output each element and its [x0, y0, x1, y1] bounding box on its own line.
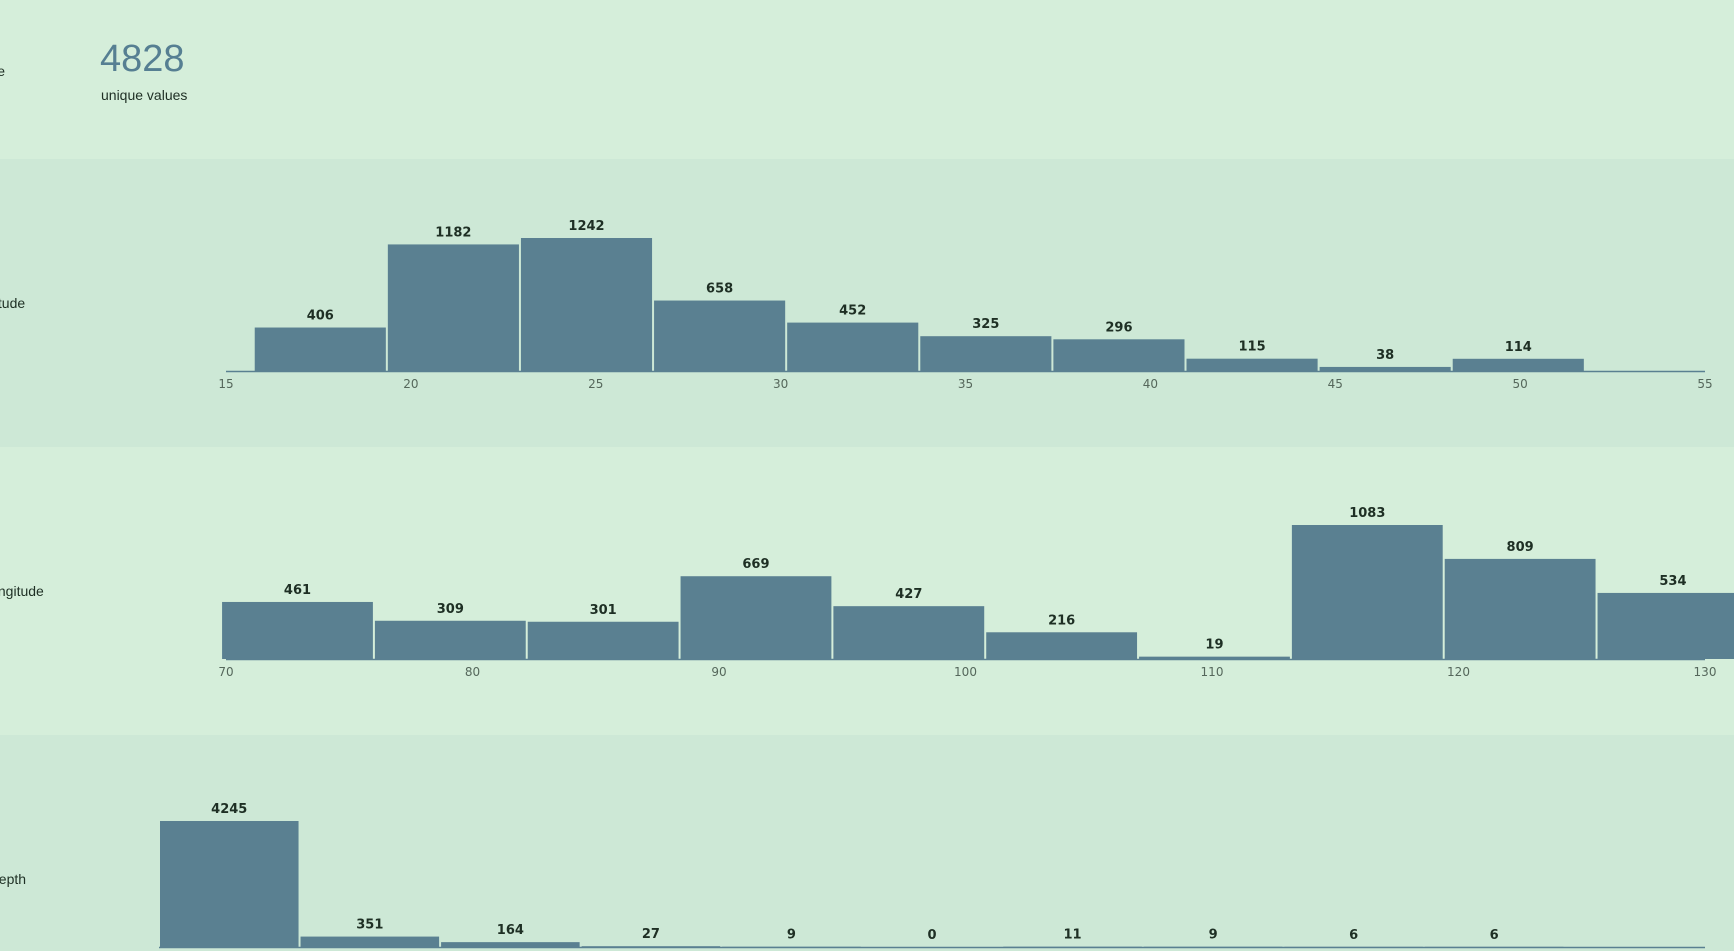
depth-bar[interactable]	[441, 942, 580, 947]
latitude-bar[interactable]	[1053, 339, 1185, 371]
latitude-tick-label: 40	[1143, 377, 1158, 391]
latitude-bar-label: 38	[1376, 348, 1394, 363]
longitude-bar-label: 809	[1507, 540, 1534, 555]
longitude-bar[interactable]	[1291, 525, 1443, 659]
latitude-bar-label: 325	[972, 317, 999, 332]
depth-bar-label: 6	[1490, 928, 1499, 943]
field-label-longitude: longitude	[0, 583, 44, 599]
latitude-bar[interactable]	[787, 322, 919, 371]
unique-count: 4828	[100, 38, 185, 80]
depth-histogram: 4245 351 164 27 9 0 11 9 6 6	[159, 802, 1705, 949]
field-row-latitude: latitude 406 1182 1242 658 452 325 296 115 38 114…	[0, 159, 1734, 447]
latitude-tick-label: 45	[1328, 377, 1343, 391]
longitude-bar[interactable]	[1597, 592, 1734, 659]
longitude-tick-label: 90	[711, 665, 726, 679]
depth-bar[interactable]	[160, 821, 299, 947]
latitude-bar-label: 1242	[568, 219, 604, 234]
depth-bar-label: 351	[356, 918, 383, 933]
longitude-tick-label: 80	[465, 665, 480, 679]
latitude-bar-label: 115	[1238, 340, 1265, 355]
depth-bar-label: 164	[497, 923, 524, 938]
depth-bar-label: 9	[1209, 928, 1218, 943]
longitude-bar[interactable]	[680, 576, 832, 659]
field-label-latitude: latitude	[0, 295, 26, 311]
latitude-bar[interactable]	[387, 244, 519, 371]
latitude-tick-label: 20	[403, 377, 418, 391]
longitude-bar-label: 534	[1659, 574, 1686, 589]
longitude-tick-label: 70	[218, 665, 233, 679]
latitude-bar-label: 452	[839, 304, 866, 319]
longitude-tick-label: 100	[954, 665, 977, 679]
latitude-tick-label: 55	[1697, 377, 1712, 391]
longitude-bar[interactable]	[1139, 656, 1290, 659]
depth-bar-label: 4245	[211, 802, 247, 817]
longitude-bar-label: 216	[1048, 613, 1075, 628]
latitude-bar[interactable]	[654, 300, 786, 371]
latitude-tick-label: 50	[1512, 377, 1527, 391]
latitude-bar-label: 114	[1505, 340, 1532, 355]
field-row-depth: depth 4245 351 164 27 9 0 11 9 6 6	[0, 735, 1734, 951]
depth-bar-label: 6	[1349, 928, 1358, 943]
longitude-tick-label: 110	[1201, 665, 1224, 679]
depth-bar-label: 11	[1063, 928, 1081, 943]
longitude-bar-label: 309	[437, 602, 464, 617]
field-label-depth: depth	[0, 871, 27, 887]
longitude-bar-label: 427	[895, 587, 922, 602]
depth-bar[interactable]	[300, 936, 440, 947]
latitude-bar[interactable]	[1319, 366, 1451, 371]
longitude-bar-label: 669	[742, 557, 769, 572]
longitude-bar[interactable]	[527, 621, 679, 659]
longitude-bar-label: 1083	[1349, 506, 1385, 521]
latitude-bar[interactable]	[254, 327, 386, 371]
longitude-bar-label: 19	[1205, 638, 1223, 653]
depth-bar-label: 0	[927, 928, 936, 943]
longitude-bar[interactable]	[833, 606, 985, 659]
latitude-bar[interactable]	[1452, 358, 1584, 371]
depth-bar-label: 9	[787, 928, 796, 943]
longitude-tick-label: 120	[1447, 665, 1470, 679]
latitude-bar-label: 1182	[435, 225, 471, 240]
field-row-name: name 4828 unique values	[0, 0, 1734, 159]
longitude-bar-label: 461	[284, 583, 311, 598]
latitude-tick-label: 25	[588, 377, 603, 391]
field-label-name: name	[0, 63, 6, 79]
latitude-bar[interactable]	[520, 238, 653, 371]
latitude-tick-label: 35	[958, 377, 973, 391]
latitude-bar-label: 658	[706, 282, 733, 297]
longitude-bar-label: 301	[590, 603, 617, 618]
latitude-tick-label: 15	[218, 377, 233, 391]
latitude-bar-label: 296	[1105, 320, 1132, 335]
field-row-longitude: longitude 461 309 301 669 427 216 19 1083 809 534…	[0, 447, 1734, 735]
longitude-tick-label: 130	[1694, 665, 1717, 679]
latitude-bar-label: 406	[307, 309, 334, 324]
depth-bar-label: 27	[642, 927, 660, 942]
longitude-histogram: 461 309 301 669 427 216 19 1083 809 534 70 80 90 100 1…	[218, 506, 1734, 679]
longitude-bar[interactable]	[222, 601, 373, 659]
latitude-bar[interactable]	[920, 336, 1052, 371]
longitude-bar[interactable]	[1444, 558, 1596, 659]
latitude-tick-label: 30	[773, 377, 788, 391]
longitude-bar[interactable]	[986, 632, 1138, 659]
depth-bar[interactable]	[581, 946, 721, 947]
longitude-bar[interactable]	[374, 620, 526, 659]
latitude-bar[interactable]	[1186, 358, 1318, 371]
latitude-histogram: 406 1182 1242 658 452 325 296 115 38 114 15 20 25 30 3…	[218, 219, 1712, 391]
unique-count-caption: unique values	[101, 87, 188, 103]
